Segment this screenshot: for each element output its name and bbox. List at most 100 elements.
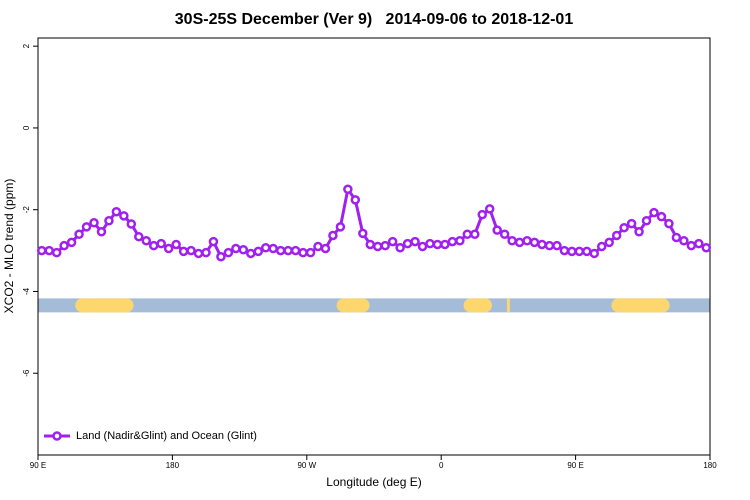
- land-span: [611, 298, 670, 313]
- point: [51, 247, 62, 258]
- point: [686, 240, 697, 251]
- point: [358, 228, 368, 239]
- point: [275, 245, 286, 256]
- point: [372, 241, 383, 252]
- point: [283, 245, 293, 256]
- point: [350, 195, 361, 205]
- point: [619, 222, 629, 233]
- point: [246, 248, 256, 259]
- chart-title: 30S-25S December (Ver 9) 2014-09-06 to 2…: [175, 11, 574, 28]
- x-axis-label: Longitude (deg E): [326, 475, 421, 489]
- land-span: [336, 298, 370, 313]
- y-tick-label: -4: [22, 287, 31, 295]
- point: [216, 251, 226, 262]
- point: [499, 229, 510, 239]
- x-tick-label: 90 E: [30, 461, 46, 470]
- x-tick-label: 180: [166, 461, 180, 470]
- point: [596, 241, 607, 252]
- point: [462, 229, 473, 239]
- point: [335, 222, 346, 232]
- point: [96, 227, 107, 237]
- point: [410, 236, 420, 247]
- point: [440, 239, 450, 250]
- point: [544, 240, 555, 251]
- land-span: [463, 298, 492, 313]
- point: [425, 238, 435, 249]
- point: [186, 245, 196, 256]
- point: [529, 237, 540, 248]
- point: [455, 236, 465, 246]
- point: [81, 222, 92, 232]
- point: [470, 229, 480, 239]
- point: [679, 236, 689, 246]
- y-tick-label: 0: [22, 125, 31, 130]
- point: [626, 218, 637, 229]
- y-tick-label: 2: [22, 43, 31, 48]
- point: [694, 238, 704, 249]
- point: [582, 246, 592, 257]
- point: [522, 236, 532, 246]
- point: [574, 246, 585, 257]
- point: [343, 184, 353, 195]
- point: [104, 215, 114, 226]
- point: [417, 241, 428, 252]
- y-tick-label: -2: [22, 206, 31, 214]
- point: [365, 239, 376, 250]
- point: [432, 239, 443, 250]
- point: [253, 246, 264, 257]
- x-tick-label: 90 E: [567, 461, 583, 470]
- point: [477, 209, 488, 220]
- point: [231, 243, 241, 254]
- point: [395, 242, 405, 253]
- point: [260, 242, 271, 253]
- point: [567, 246, 577, 257]
- point: [641, 215, 652, 226]
- point: [44, 245, 54, 256]
- point: [328, 230, 338, 241]
- y-axis-label: XCO2 - MLO trend (ppm): [2, 179, 16, 314]
- land-span: [75, 298, 134, 313]
- point: [664, 218, 674, 229]
- x-tick-label: 180: [703, 461, 717, 470]
- point: [201, 247, 211, 258]
- point: [701, 242, 712, 253]
- point: [36, 245, 47, 256]
- point: [193, 248, 204, 259]
- point: [89, 218, 99, 228]
- point: [656, 211, 667, 222]
- point: [171, 239, 181, 250]
- point: [208, 236, 219, 247]
- point: [447, 236, 458, 247]
- point: [387, 236, 398, 247]
- land-span: [506, 298, 510, 313]
- point: [611, 230, 622, 241]
- point: [141, 236, 152, 246]
- point: [163, 243, 174, 254]
- y-tick-label: -6: [22, 369, 31, 377]
- point: [178, 246, 189, 257]
- point: [126, 219, 137, 229]
- legend-marker: [52, 431, 62, 441]
- point: [634, 227, 644, 237]
- point: [514, 237, 525, 248]
- point: [305, 247, 316, 258]
- point: [298, 247, 308, 258]
- point: [148, 240, 159, 251]
- point: [380, 240, 390, 251]
- point: [313, 241, 323, 252]
- point: [559, 245, 570, 256]
- legend-label: Land (Nadir&Glint) and Ocean (Glint): [76, 430, 257, 442]
- point: [604, 237, 614, 248]
- point: [507, 236, 517, 246]
- point: [492, 225, 502, 235]
- point: [66, 237, 77, 248]
- point: [402, 238, 413, 249]
- point: [119, 211, 129, 221]
- x-tick-label: 90 W: [297, 461, 316, 470]
- point: [537, 239, 547, 250]
- point: [268, 243, 278, 254]
- ocean-band: [38, 298, 710, 313]
- point: [223, 247, 234, 258]
- point: [320, 243, 331, 254]
